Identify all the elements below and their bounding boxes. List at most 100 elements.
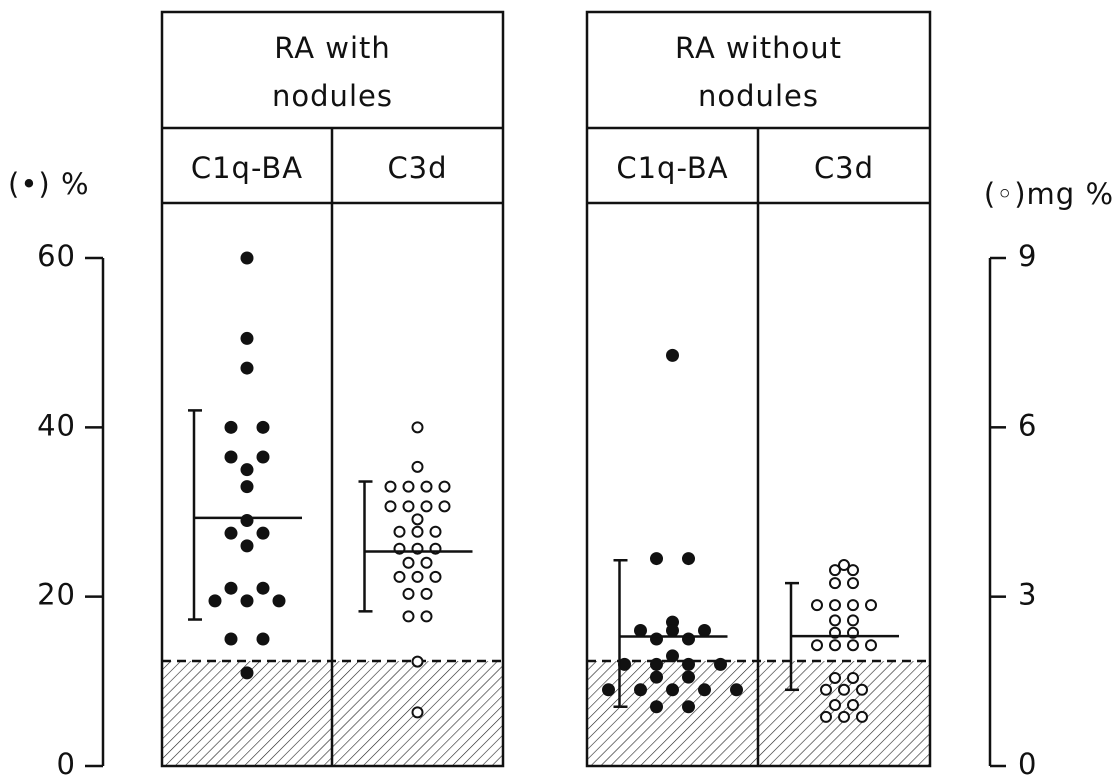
data-point	[634, 624, 647, 638]
data-point	[865, 639, 877, 652]
data-point	[829, 614, 841, 627]
data-point	[666, 348, 679, 362]
data-point	[618, 657, 631, 671]
data-point	[730, 683, 743, 697]
data-point	[411, 460, 424, 473]
y2-axis-label: (◦)mg %	[984, 177, 1114, 211]
data-point	[224, 450, 238, 464]
data-point	[393, 570, 406, 583]
data-point	[847, 599, 859, 612]
data-point	[847, 639, 859, 652]
data-point	[698, 624, 711, 638]
data-point	[820, 683, 832, 696]
data-point	[420, 500, 433, 513]
data-point	[411, 513, 424, 526]
data-point	[438, 500, 451, 513]
data-point	[256, 632, 270, 646]
y-tick-label: 20	[37, 578, 76, 612]
panel-title: RA with	[274, 31, 391, 65]
data-point	[650, 552, 663, 566]
data-point	[393, 525, 406, 538]
data-point	[224, 526, 238, 540]
data-point	[682, 632, 695, 646]
data-point	[847, 614, 859, 627]
data-point	[650, 670, 663, 684]
data-point	[411, 421, 424, 434]
data-point	[240, 513, 254, 527]
column-label: C3d	[814, 151, 874, 185]
column-label: C1q-BA	[191, 151, 303, 185]
data-point	[666, 649, 679, 663]
y2-tick-label: 6	[1018, 408, 1037, 442]
data-point	[208, 594, 222, 608]
data-point	[420, 480, 433, 493]
data-point	[838, 683, 850, 696]
data-point	[682, 670, 695, 684]
data-point	[429, 525, 442, 538]
data-point	[438, 480, 451, 493]
data-point	[402, 500, 415, 513]
data-point	[420, 610, 433, 623]
y-tick-label: 40	[37, 408, 76, 442]
data-point	[829, 564, 841, 577]
data-point	[402, 610, 415, 623]
data-point	[402, 587, 415, 600]
data-point	[847, 699, 859, 712]
data-point	[411, 525, 424, 538]
data-point	[811, 639, 823, 652]
data-point	[666, 624, 679, 638]
data-point	[682, 700, 695, 714]
data-point	[402, 480, 415, 493]
data-point	[602, 683, 615, 697]
data-point	[240, 594, 254, 608]
column-label: C1q-BA	[616, 151, 728, 185]
data-point	[829, 577, 841, 590]
y-tick-label: 0	[57, 747, 76, 776]
data-point	[847, 577, 859, 590]
panel-title: nodules	[698, 79, 819, 113]
y-axis-label: (•) %	[8, 167, 90, 201]
data-point	[829, 671, 841, 684]
data-point	[224, 632, 238, 646]
y2-tick-label: 9	[1018, 239, 1037, 273]
data-point	[411, 706, 424, 719]
panel-title: nodules	[272, 79, 393, 113]
data-point	[420, 587, 433, 600]
data-point	[240, 666, 254, 680]
data-point	[634, 683, 647, 697]
data-point	[829, 699, 841, 712]
data-point	[838, 710, 850, 723]
panel-title: RA without	[675, 31, 842, 65]
data-point	[224, 420, 238, 434]
data-point	[811, 599, 823, 612]
column-label: C3d	[387, 151, 447, 185]
data-point	[384, 480, 397, 493]
data-point	[420, 556, 433, 569]
data-point	[829, 639, 841, 652]
data-point	[384, 500, 397, 513]
data-point	[256, 581, 270, 595]
data-point	[224, 581, 238, 595]
data-point	[256, 450, 270, 464]
data-point	[411, 655, 424, 668]
data-point	[865, 599, 877, 612]
data-point	[666, 683, 679, 697]
data-point	[682, 552, 695, 566]
y-tick-label: 60	[37, 239, 76, 273]
data-point	[240, 361, 254, 375]
data-point	[847, 564, 859, 577]
data-point	[829, 599, 841, 612]
data-point	[402, 556, 415, 569]
data-point	[256, 526, 270, 540]
data-point	[698, 683, 711, 697]
data-point	[650, 632, 663, 646]
data-point	[650, 700, 663, 714]
data-point	[856, 710, 868, 723]
data-point	[838, 559, 850, 572]
data-point	[240, 251, 254, 265]
data-point	[240, 463, 254, 477]
y2-tick-label: 0	[1018, 747, 1037, 776]
data-point	[256, 420, 270, 434]
data-point	[847, 671, 859, 684]
